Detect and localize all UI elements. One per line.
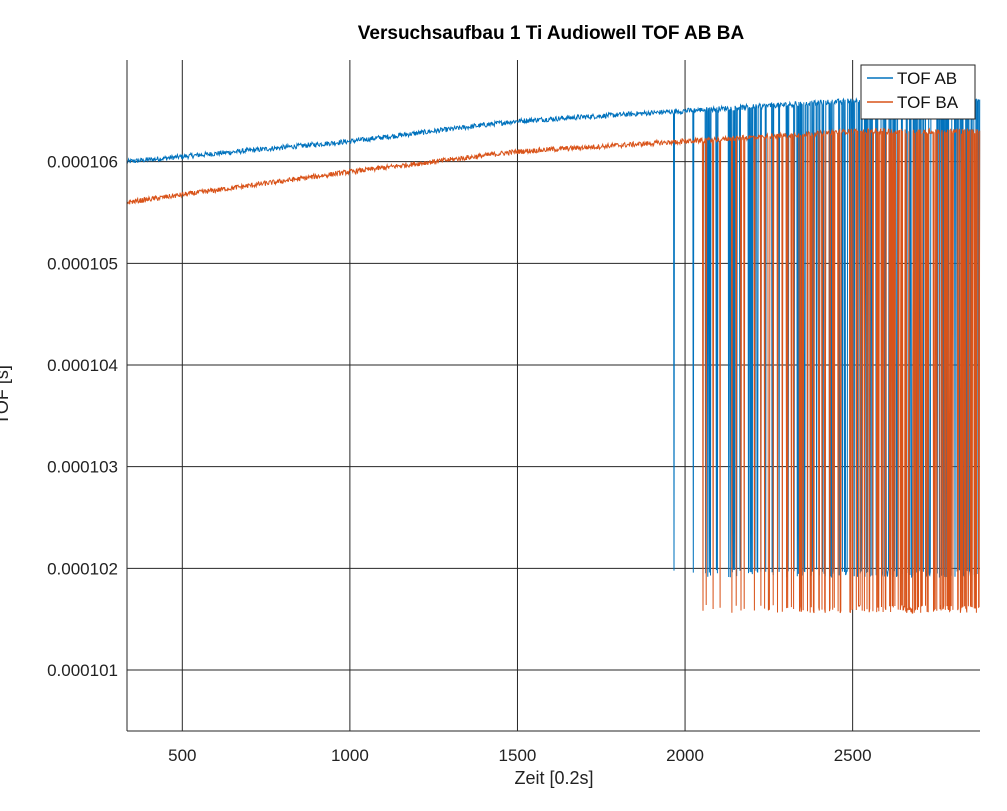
y-tick-label: 0.000101 <box>47 661 118 680</box>
series-line-tof-ab <box>126 96 981 579</box>
tick-labels: 500 1000 1500 2000 2500 0.000101 0.000102 0.000… <box>47 153 871 765</box>
x-tick-label: 500 <box>168 746 196 765</box>
y-tick-label: 0.000106 <box>47 153 118 172</box>
y-tick-label: 0.000102 <box>47 559 118 578</box>
x-tick-label: 1000 <box>331 746 369 765</box>
legend-label: TOF AB <box>897 69 957 88</box>
x-tick-label: 2000 <box>666 746 704 765</box>
x-axis-label: Zeit [0.2s] <box>514 768 593 788</box>
y-tick-label: 0.000104 <box>47 356 118 375</box>
legend: TOF AB TOF BA <box>860 64 976 120</box>
y-tick-label: 0.000103 <box>47 458 118 477</box>
axes <box>126 60 980 732</box>
series-lines <box>126 96 981 614</box>
y-axis-label: TOF [s] <box>0 365 12 425</box>
series-line-tof-ba <box>126 127 981 614</box>
x-tick-label: 1500 <box>499 746 537 765</box>
x-tick-label: 2500 <box>834 746 872 765</box>
legend-box <box>860 64 976 120</box>
legend-label: TOF BA <box>897 93 959 112</box>
y-tick-label: 0.000105 <box>47 254 118 273</box>
chart-title: Versuchsaufbau 1 Ti Audiowell TOF AB BA <box>358 23 745 44</box>
